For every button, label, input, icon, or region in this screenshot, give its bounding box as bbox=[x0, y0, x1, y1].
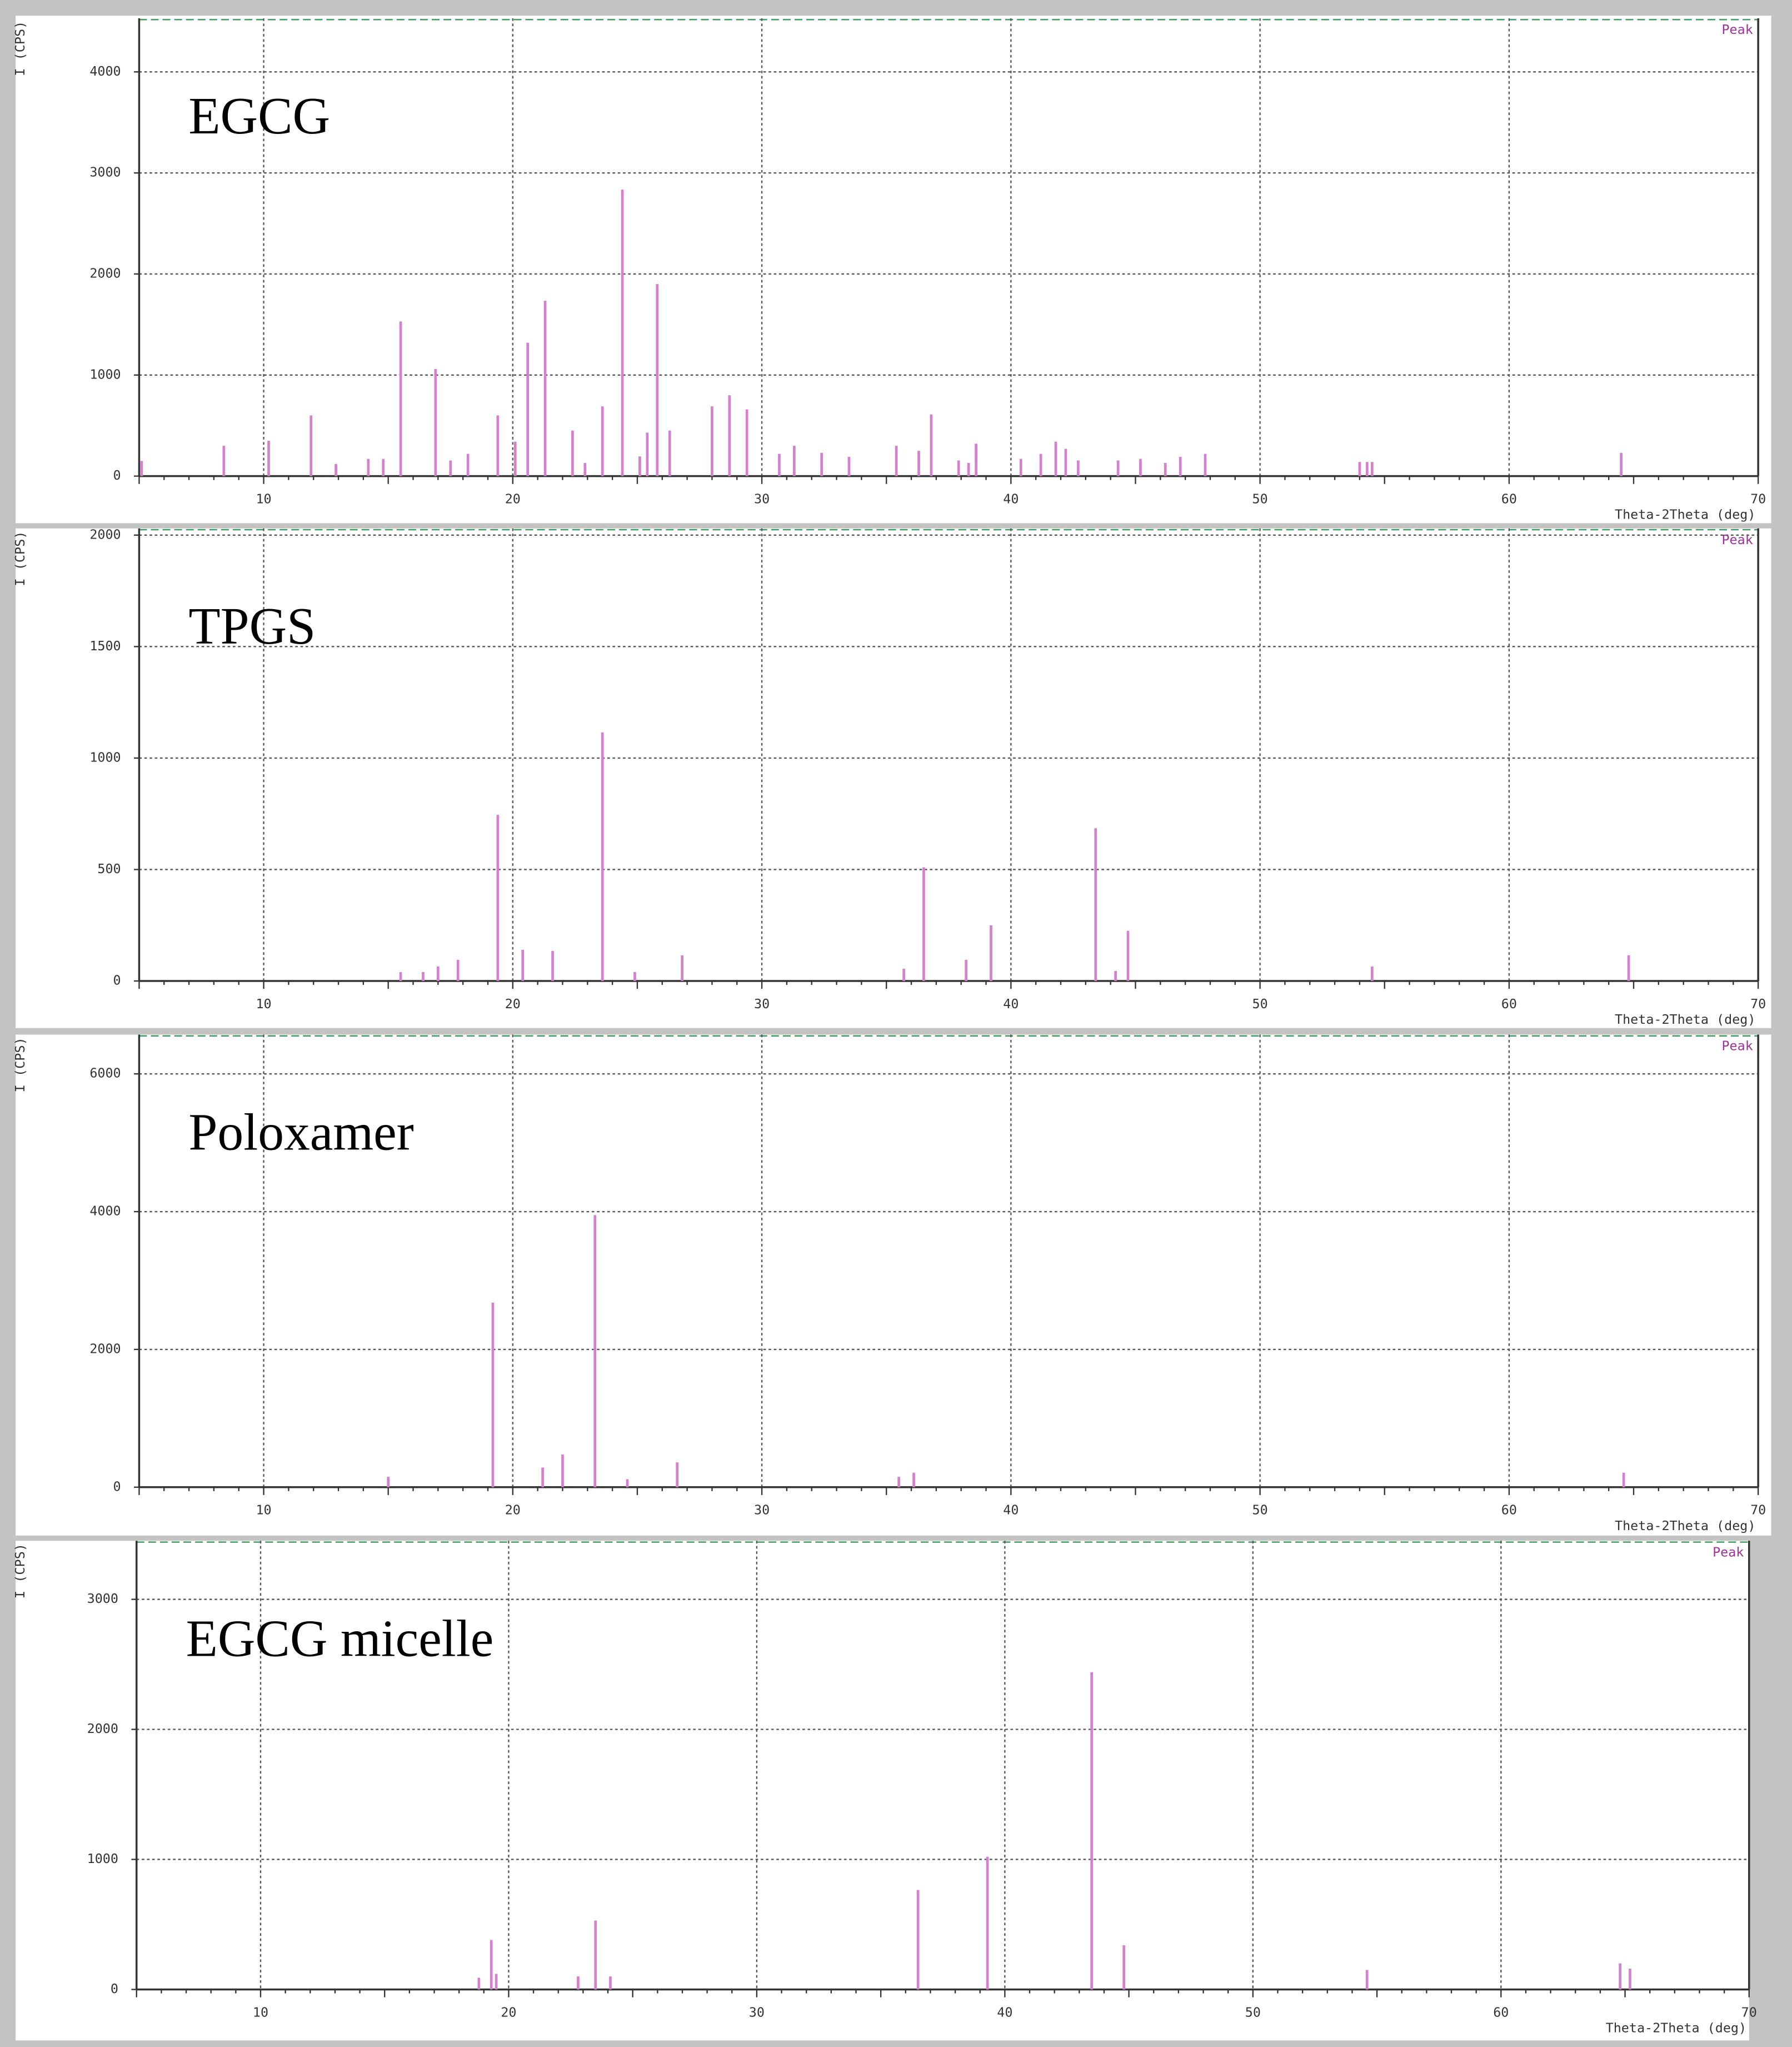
x-tick-label: 20 bbox=[505, 1502, 521, 1518]
legend-entry: Peak bbox=[1721, 22, 1753, 37]
x-tick-label: 60 bbox=[1501, 1502, 1517, 1518]
legend-entry: Peak bbox=[1713, 1544, 1744, 1560]
x-tick-label: 10 bbox=[253, 2004, 268, 2020]
y-tick-label: 1000 bbox=[89, 366, 121, 382]
x-tick-label: 40 bbox=[997, 2004, 1012, 2020]
y-tick-label: 4000 bbox=[89, 63, 121, 79]
chart-panel: 0 1000 2000 3000 4000 10 20 30 40 50 60 70 EGCG Peak T… bbox=[12, 16, 1771, 524]
x-tick-label: 40 bbox=[1003, 491, 1019, 506]
x-tick-label: 50 bbox=[1245, 2004, 1261, 2020]
x-tick-label: 30 bbox=[754, 491, 770, 506]
x-tick-label: 50 bbox=[1252, 491, 1268, 506]
x-tick-label: 60 bbox=[1501, 491, 1517, 506]
x-axis-label: Theta-2Theta (deg) bbox=[1615, 507, 1755, 522]
legend-entry: Peak bbox=[1721, 1038, 1753, 1054]
x-axis-label: Theta-2Theta (deg) bbox=[1606, 2020, 1746, 2036]
y-tick-label: 0 bbox=[113, 467, 121, 483]
legend-entry: Peak bbox=[1721, 532, 1753, 547]
y-tick-label: 3000 bbox=[89, 165, 121, 180]
x-tick-label: 20 bbox=[505, 491, 521, 506]
x-tick-label: 30 bbox=[754, 1502, 770, 1518]
x-tick-label: 70 bbox=[1741, 2004, 1757, 2020]
x-tick-label: 50 bbox=[1252, 1502, 1268, 1518]
x-tick-label: 30 bbox=[749, 2004, 765, 2020]
x-axis-label: Theta-2Theta (deg) bbox=[1615, 1518, 1755, 1533]
y-axis-label: I (CPS) bbox=[12, 1037, 28, 1092]
x-tick-label: 20 bbox=[501, 2004, 516, 2020]
y-tick-label: 3000 bbox=[87, 1591, 118, 1606]
y-tick-label: 2000 bbox=[87, 1721, 118, 1736]
x-tick-label: 30 bbox=[754, 996, 770, 1012]
y-tick-label: 1000 bbox=[89, 749, 121, 765]
sample-label: Poloxamer bbox=[188, 1103, 414, 1161]
y-tick-label: 2000 bbox=[89, 526, 121, 542]
chart-panel: 0 500 1000 1500 2000 10 20 30 40 50 60 70 TPGS Peak Th… bbox=[12, 526, 1771, 1028]
panel-background bbox=[16, 16, 1771, 524]
sample-label: EGCG bbox=[188, 87, 330, 145]
panel-background bbox=[16, 1541, 1749, 2041]
chart-panel: 0 1000 2000 3000 10 20 30 40 50 60 70 EGCG micelle P… bbox=[12, 1541, 1757, 2041]
x-tick-label: 50 bbox=[1252, 996, 1268, 1012]
y-tick-label: 0 bbox=[113, 1478, 121, 1494]
y-tick-label: 2000 bbox=[89, 1341, 121, 1356]
panel-background bbox=[16, 528, 1771, 1028]
x-tick-label: 60 bbox=[1501, 996, 1517, 1012]
x-tick-label: 40 bbox=[1003, 996, 1019, 1012]
x-tick-label: 10 bbox=[256, 1502, 271, 1518]
x-tick-label: 70 bbox=[1750, 1502, 1766, 1518]
x-tick-label: 20 bbox=[505, 996, 521, 1012]
x-tick-label: 70 bbox=[1750, 491, 1766, 506]
y-tick-label: 1000 bbox=[87, 1851, 118, 1866]
chart-panel: 0 2000 4000 6000 10 20 30 40 50 60 70 Poloxamer Peak… bbox=[12, 1034, 1771, 1536]
x-tick-label: 40 bbox=[1003, 1502, 1019, 1518]
sample-label: EGCG micelle bbox=[186, 1610, 494, 1667]
y-tick-label: 6000 bbox=[89, 1065, 121, 1081]
y-axis-label: I (CPS) bbox=[12, 21, 28, 76]
x-tick-label: 70 bbox=[1750, 996, 1766, 1012]
y-tick-label: 0 bbox=[113, 972, 121, 988]
x-axis-label: Theta-2Theta (deg) bbox=[1615, 1012, 1755, 1027]
y-tick-label: 4000 bbox=[89, 1203, 121, 1218]
sample-label: TPGS bbox=[188, 597, 316, 655]
y-tick-label: 0 bbox=[111, 1981, 118, 1996]
y-tick-label: 500 bbox=[97, 861, 121, 876]
x-tick-label: 10 bbox=[256, 996, 271, 1012]
x-tick-label: 60 bbox=[1493, 2004, 1509, 2020]
x-tick-label: 10 bbox=[256, 491, 271, 506]
y-axis-label: I (CPS) bbox=[12, 531, 28, 586]
panel-background bbox=[16, 1034, 1771, 1536]
y-tick-label: 2000 bbox=[89, 265, 121, 281]
y-tick-label: 1500 bbox=[89, 638, 121, 654]
y-axis-label: I (CPS) bbox=[12, 1543, 28, 1598]
